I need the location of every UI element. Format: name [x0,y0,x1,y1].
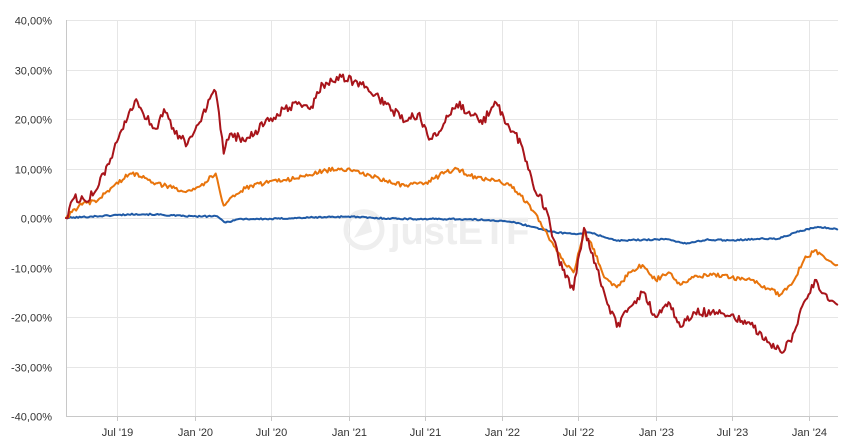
watermark: justETF [343,209,529,253]
watermark-suffix: ETF [458,211,530,253]
series-layer [65,73,839,354]
y-tick-label: -30,00% [11,363,52,375]
watermark-text: justETF [389,211,529,253]
x-tick-label: Jul '22 [563,427,594,439]
y-tick-label: 30,00% [15,66,53,78]
x-tick-label: Jan '22 [485,427,520,439]
x-tick-label: Jul '23 [717,427,748,439]
series-line-2 [65,166,839,298]
justetf-logo-icon [343,209,385,251]
y-tick-label: -10,00% [11,264,52,276]
x-tick-label: Jan '24 [792,427,827,439]
x-tick-label: Jul '20 [256,427,287,439]
x-tick-label: Jul '19 [102,427,133,439]
y-tick-label: -20,00% [11,313,52,325]
x-tick-label: Jan '20 [178,427,213,439]
x-tick-label: Jan '23 [639,427,674,439]
y-tick-label: 40,00% [15,16,53,28]
y-tick-label: 0,00% [21,214,52,226]
logo-ring [343,209,385,251]
y-tick-label: 10,00% [15,165,53,177]
tick-labels: 40,00% 30,00% 20,00% 10,00% 0,00% -10,00% -20,… [11,16,827,440]
y-tick-label: -40,00% [11,412,52,424]
x-tick-label: Jan '21 [332,427,367,439]
logo-arrow [354,215,372,238]
x-tick-label: Jul '21 [410,427,441,439]
watermark-prefix: just [389,211,458,253]
series-line-1 [65,212,839,245]
y-tick-label: 20,00% [15,115,53,127]
series-line-3 [65,73,839,354]
